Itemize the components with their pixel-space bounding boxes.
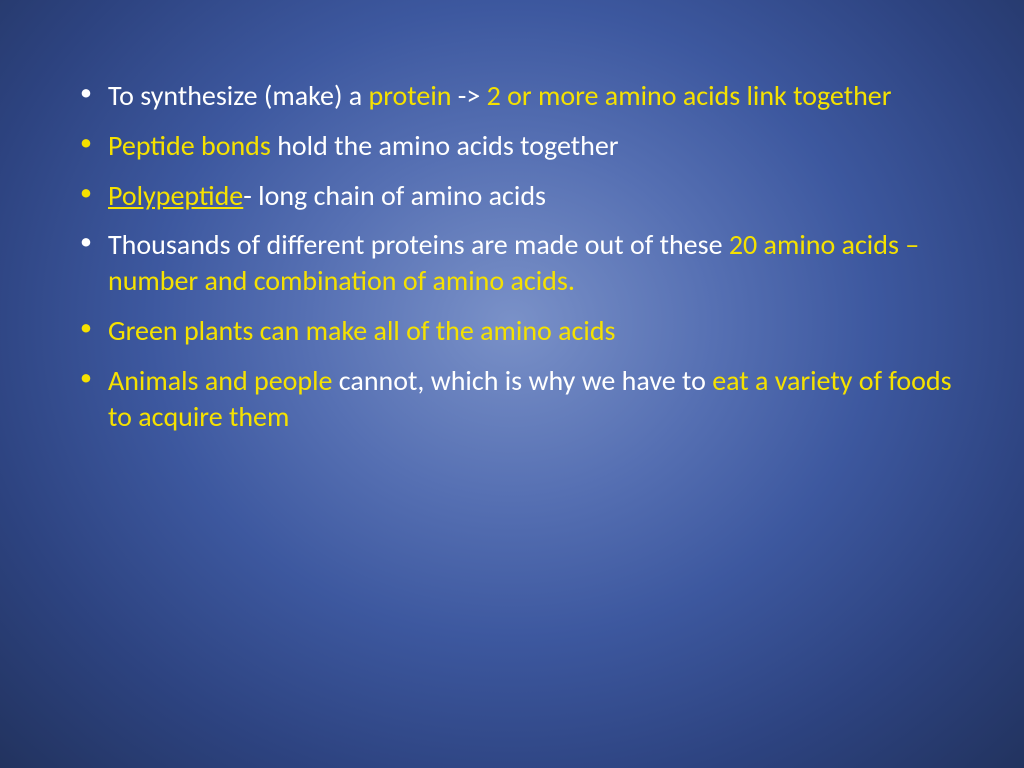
text-span: Peptide bonds bbox=[108, 128, 277, 163]
text-span: Green plants can make all of the amino a… bbox=[108, 313, 616, 348]
list-item: Green plants can make all of the amino a… bbox=[72, 313, 952, 349]
text-span: cannot, which is why we have to bbox=[339, 363, 712, 398]
text-span: protein bbox=[369, 78, 458, 113]
text-span: Animals and people bbox=[108, 363, 339, 398]
list-item: Animals and people cannot, which is why … bbox=[72, 363, 952, 435]
text-span: Thousands of different proteins are made… bbox=[108, 227, 729, 262]
text-span: To synthesize (make) a bbox=[108, 78, 369, 113]
text-span: -> bbox=[458, 78, 487, 113]
text-span: 2 or more amino acids link together bbox=[487, 78, 892, 113]
slide: To synthesize (make) a protein -> 2 or m… bbox=[0, 0, 1024, 768]
text-span: Polypeptide bbox=[108, 178, 243, 213]
list-item: Polypeptide- long chain of amino acids bbox=[72, 178, 952, 214]
list-item: Peptide bonds hold the amino acids toget… bbox=[72, 128, 952, 164]
list-item: To synthesize (make) a protein -> 2 or m… bbox=[72, 78, 952, 114]
text-span: hold the amino acids together bbox=[277, 128, 618, 163]
list-item: Thousands of different proteins are made… bbox=[72, 227, 952, 299]
bullet-list: To synthesize (make) a protein -> 2 or m… bbox=[72, 78, 952, 435]
text-span: - long chain of amino acids bbox=[243, 178, 546, 213]
